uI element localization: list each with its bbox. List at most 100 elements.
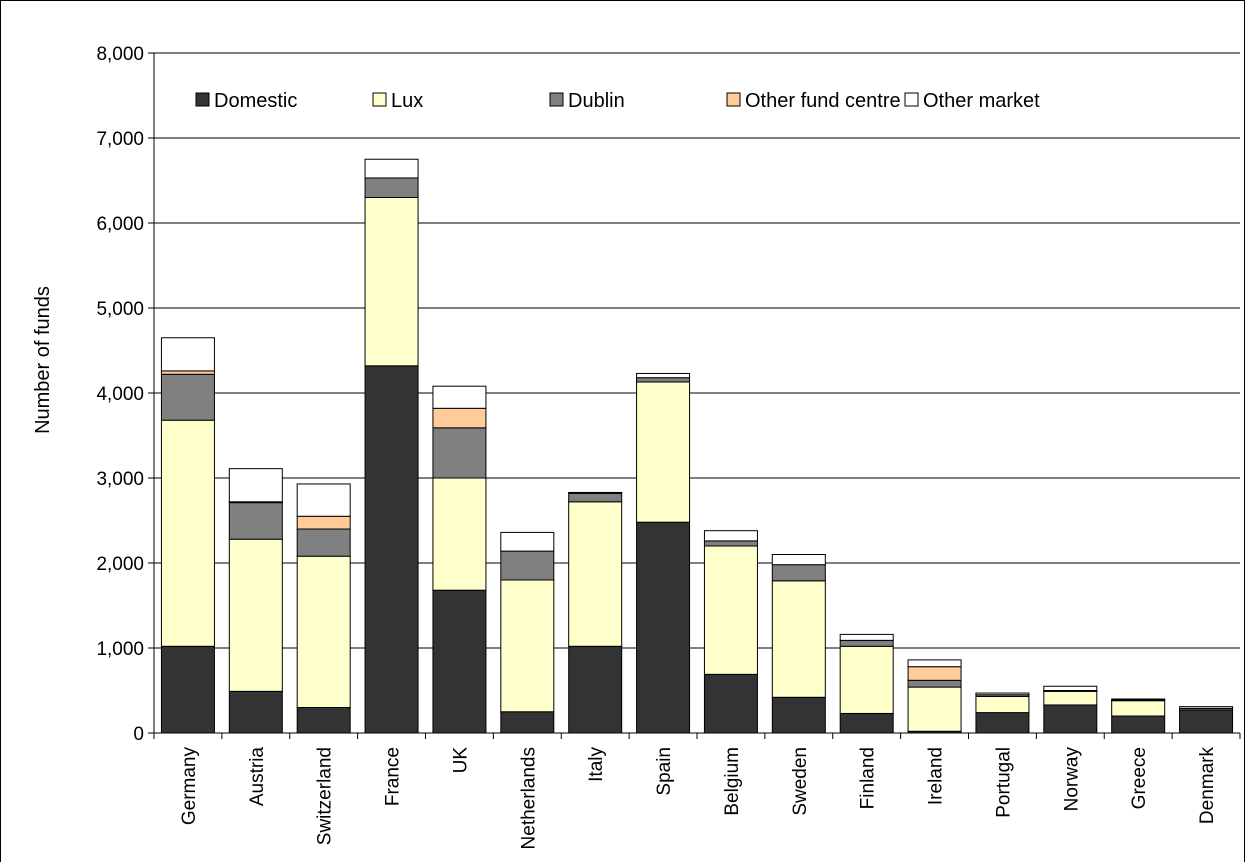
bar-segment-dublin <box>296 528 351 557</box>
x-tick-label: Ireland <box>926 747 947 805</box>
bar-segment-other-market <box>500 531 555 552</box>
bar-segment-lux <box>1043 690 1098 706</box>
bar-segment-dublin <box>636 377 691 383</box>
y-tick-label: 3,000 <box>96 469 144 490</box>
bar-segment-lux <box>636 381 691 523</box>
bar-segment-other-market <box>1111 698 1166 701</box>
axes: 0 1,000 2,000 3,000 4,000 5,000 6,000 7,000 8,00… <box>96 44 1241 849</box>
bar-segment-domestic <box>975 712 1030 734</box>
bar-segment-other-market <box>568 491 623 494</box>
bar-segment-dublin <box>568 492 623 503</box>
legend-swatch <box>726 92 741 107</box>
bar-segment-dublin <box>771 564 826 582</box>
bar-segment-other-market <box>228 468 283 503</box>
bar-segment-dublin <box>364 177 419 198</box>
bar-segment-other-market <box>364 158 419 179</box>
x-tick-label: Germany <box>179 747 200 826</box>
y-tick-label: 0 <box>133 724 144 745</box>
bar-segment-lux <box>432 477 487 591</box>
bar-segment-domestic <box>839 712 894 734</box>
legend-swatch <box>904 92 919 107</box>
legend: Domestic Lux Dublin Other fund centre Other … <box>195 90 1040 112</box>
bar-segment-domestic <box>1179 709 1234 734</box>
bar-segment-domestic <box>636 521 691 734</box>
x-tick-label: UK <box>450 747 471 774</box>
legend-swatch <box>549 92 564 107</box>
bar-segment-dublin <box>500 550 555 581</box>
bar-segment-lux <box>228 538 283 692</box>
bar-segment-domestic <box>1043 704 1098 734</box>
bar-segment-lux <box>703 545 758 675</box>
x-tick-label: Greece <box>1129 747 1150 809</box>
x-tick-label: Sweden <box>790 747 811 816</box>
bar-segment-domestic <box>160 645 215 734</box>
bar-segment-other-market <box>703 530 758 542</box>
bar-segment-domestic <box>771 696 826 734</box>
bar-segment-other-market <box>839 633 894 641</box>
x-tick-label: Spain <box>654 747 675 796</box>
bar-segment-dublin <box>228 502 283 540</box>
bar-segment-lux <box>975 695 1030 714</box>
bar-segment-lux <box>907 686 962 732</box>
bar-segment-lux <box>500 579 555 713</box>
bar-segment-dublin <box>160 373 215 421</box>
bar-segment-other-market <box>636 372 691 379</box>
bar-segment-other-market <box>432 385 487 409</box>
y-tick-label: 1,000 <box>96 639 144 660</box>
bar-segment-lux <box>1111 700 1166 717</box>
x-tick-label: Austria <box>247 747 268 807</box>
bar-segment-domestic <box>500 711 555 734</box>
legend-label: Dublin <box>568 90 625 112</box>
bar-segment-lux <box>771 580 826 698</box>
bar-segment-lux <box>160 419 215 647</box>
x-tick-label: Italy <box>586 747 607 782</box>
bar-segment-dublin <box>907 679 962 688</box>
bar-segment-domestic <box>1111 715 1166 734</box>
bar-segment-domestic <box>568 645 623 734</box>
x-tick-label: Finland <box>858 747 879 809</box>
x-tick-label: Norway <box>1061 747 1082 812</box>
legend-label: Other market <box>923 90 1040 112</box>
bar-segment-other-fund-centre <box>907 666 962 681</box>
bar-segment-other-market <box>1179 706 1234 709</box>
y-tick-label: 7,000 <box>96 129 144 150</box>
bar-segment-other-fund-centre <box>432 407 487 429</box>
bar-segment-lux <box>296 555 351 709</box>
x-tick-label: Netherlands <box>518 747 539 849</box>
legend-swatch <box>372 92 387 107</box>
bar-segment-domestic <box>703 673 758 734</box>
bar-segment-other-fund-centre <box>160 370 215 375</box>
x-tick-label: France <box>383 747 404 806</box>
bar-segment-other-market <box>771 554 826 566</box>
bar-segment-other-market <box>296 483 351 517</box>
bar-segment-other-market <box>975 692 1030 696</box>
bar-segment-lux <box>364 197 419 367</box>
x-tick-label: Belgium <box>722 747 743 816</box>
legend-label: Other fund centre <box>745 90 901 112</box>
legend-label: Lux <box>391 90 423 112</box>
x-tick-label: Switzerland <box>315 747 336 845</box>
bar-segment-other-market <box>1043 685 1098 691</box>
x-tick-label: Portugal <box>993 747 1014 818</box>
legend-swatch <box>195 92 210 107</box>
y-tick-label: 8,000 <box>96 44 144 65</box>
y-axis-title: Number of funds <box>32 286 54 434</box>
y-tick-label: 5,000 <box>96 299 144 320</box>
bar-segment-other-market <box>160 337 215 372</box>
bar-segment-domestic <box>228 690 283 734</box>
bar-segment-lux <box>839 645 894 714</box>
bar-segment-dublin <box>703 540 758 547</box>
bar-segment-lux <box>568 501 623 647</box>
bar-segment-domestic <box>296 707 351 734</box>
y-tick-label: 4,000 <box>96 384 144 405</box>
bar-segment-other-market <box>907 659 962 668</box>
bar-segment-domestic <box>364 365 419 734</box>
bar-segment-dublin <box>839 639 894 647</box>
bar-segment-dublin <box>432 427 487 479</box>
bar-segment-other-fund-centre <box>296 515 351 530</box>
bars <box>160 158 1234 734</box>
y-tick-label: 2,000 <box>96 554 144 575</box>
x-tick-label: Denmark <box>1197 747 1218 825</box>
